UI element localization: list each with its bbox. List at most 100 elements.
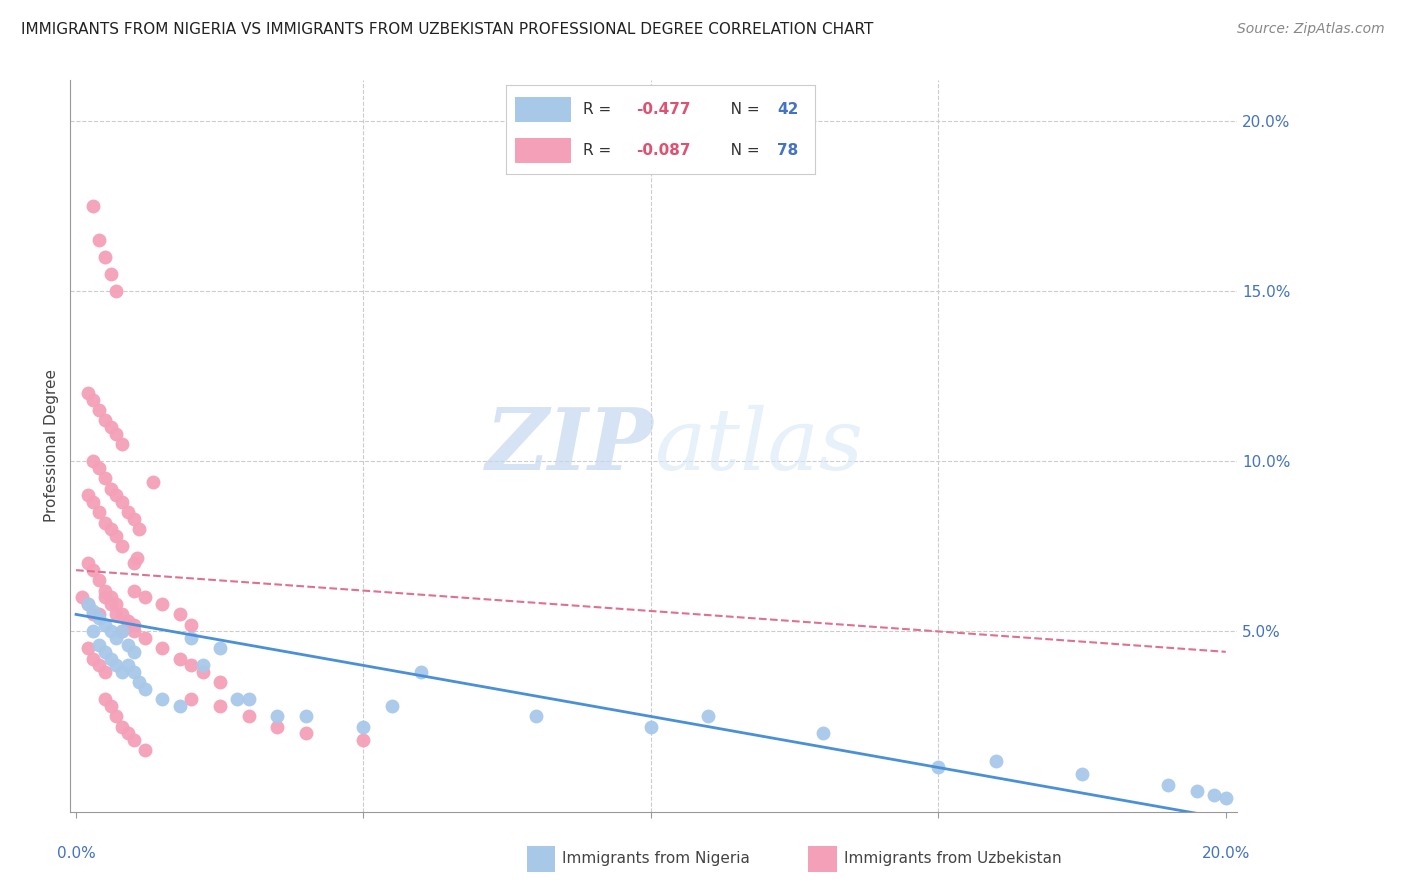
Point (76, 597, 98, 611)
Point (128, 522, 150, 536)
Point (266, 720, 288, 734)
Point (122, 665, 145, 680)
Point (100, 597, 122, 611)
Point (150, 597, 173, 611)
Text: Immigrants from Uzbekistan: Immigrants from Uzbekistan (844, 852, 1062, 866)
Point (111, 720, 134, 734)
Point (87, 638, 110, 652)
Point (105, 488, 128, 502)
Point (353, 733, 375, 747)
Text: R =: R = (583, 103, 617, 117)
Point (111, 624, 134, 639)
Point (134, 631, 156, 645)
Point (238, 709, 260, 723)
Point (169, 651, 191, 665)
Point (238, 692, 260, 706)
Point (524, 709, 547, 723)
Point (82, 454, 104, 468)
Point (409, 665, 432, 680)
Point (87, 461, 110, 475)
Point (87, 403, 110, 417)
Point (208, 675, 231, 690)
Point (94, 645, 117, 659)
Text: -0.477: -0.477 (636, 103, 690, 117)
Point (111, 607, 134, 622)
Point (94, 692, 117, 706)
Point (191, 665, 214, 680)
Point (117, 638, 139, 652)
Point (76, 488, 98, 502)
Point (87, 607, 110, 622)
Point (1157, 777, 1180, 791)
Point (117, 726, 139, 740)
Point (111, 540, 134, 554)
Point (117, 505, 139, 519)
Text: 78: 78 (776, 144, 799, 158)
Point (122, 617, 145, 632)
Point (105, 658, 128, 673)
Text: Source: ZipAtlas.com: Source: ZipAtlas.com (1237, 22, 1385, 37)
Text: atlas: atlas (654, 405, 863, 487)
Point (122, 512, 145, 526)
Point (100, 522, 122, 536)
Point (208, 641, 231, 656)
Point (122, 583, 145, 598)
Point (128, 675, 150, 690)
Point (122, 645, 145, 659)
Point (122, 557, 145, 571)
Point (134, 682, 156, 697)
Point (76, 557, 98, 571)
Point (1215, 791, 1237, 805)
Point (76, 597, 98, 611)
Point (150, 641, 173, 656)
Point (117, 658, 139, 673)
Point (141, 475, 163, 489)
Text: Immigrants from Nigeria: Immigrants from Nigeria (562, 852, 751, 866)
Point (82, 651, 104, 665)
Point (111, 437, 134, 451)
Bar (516, 138, 571, 163)
Text: 42: 42 (776, 103, 799, 117)
Point (76, 641, 98, 656)
Point (111, 624, 134, 639)
Point (169, 607, 191, 622)
Text: N =: N = (717, 103, 765, 117)
Text: ZIP: ZIP (486, 404, 654, 488)
Point (100, 699, 122, 714)
Point (1185, 784, 1208, 798)
Point (117, 617, 139, 632)
Point (927, 760, 949, 774)
Point (105, 284, 128, 298)
Point (70, 591, 93, 605)
Point (94, 583, 117, 598)
Point (180, 631, 202, 645)
Point (82, 607, 104, 622)
Point (94, 413, 117, 427)
Point (180, 692, 202, 706)
Point (381, 699, 404, 714)
Text: 0.0%: 0.0% (56, 846, 96, 861)
Point (100, 624, 122, 639)
Point (82, 624, 104, 639)
Point (180, 658, 202, 673)
Point (105, 597, 128, 611)
Point (266, 709, 288, 723)
Point (94, 617, 117, 632)
Point (122, 733, 145, 747)
Point (122, 624, 145, 639)
Point (100, 482, 122, 496)
Point (134, 743, 156, 757)
Point (94, 591, 117, 605)
Point (150, 692, 173, 706)
Point (87, 658, 110, 673)
Text: -0.087: -0.087 (636, 144, 690, 158)
Text: N =: N = (717, 144, 765, 158)
Point (105, 709, 128, 723)
Point (117, 614, 139, 628)
Point (111, 495, 134, 509)
Point (94, 471, 117, 485)
Point (87, 611, 110, 625)
Point (94, 516, 117, 530)
Point (100, 420, 122, 434)
Point (984, 754, 1007, 768)
